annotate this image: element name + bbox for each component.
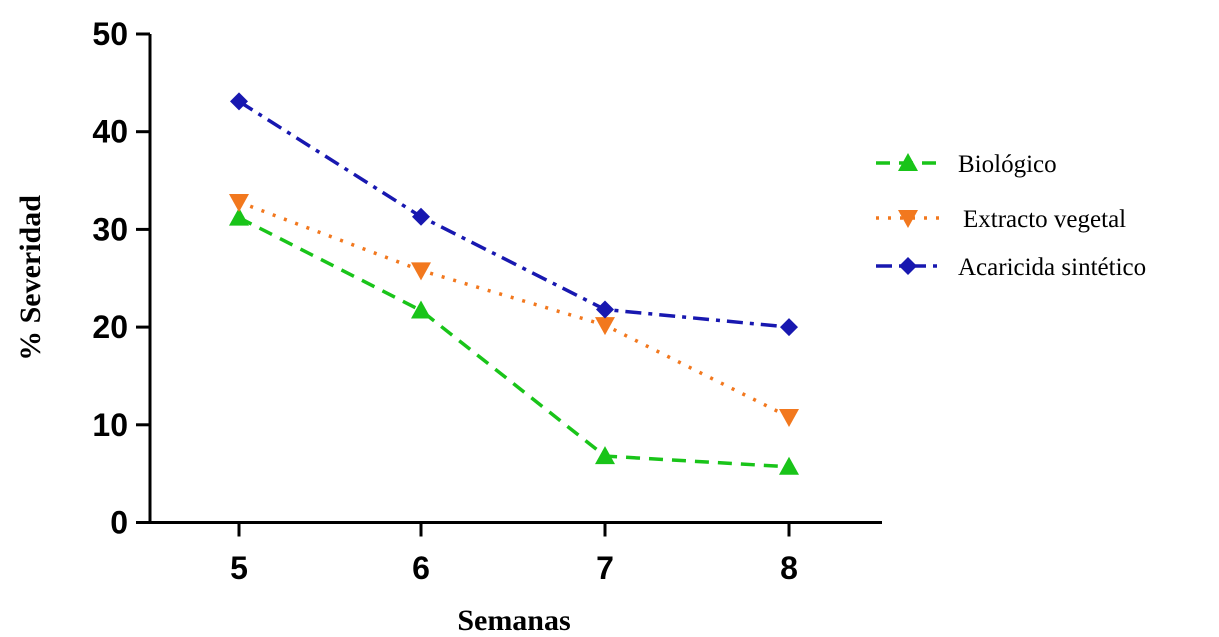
y-tick-label: 50 [92, 16, 128, 52]
data-point [595, 317, 615, 336]
series-1 [229, 194, 799, 427]
legend: Biológico Extracto vegetal Acaricida sinté… [876, 151, 1146, 281]
x-tick-label: 5 [230, 550, 248, 586]
data-point [779, 408, 799, 427]
legend-item: Acaricida sintético [876, 254, 1146, 281]
x-axis-title: Semanas [457, 604, 570, 637]
x-tick-label: 6 [412, 550, 430, 586]
data-point [230, 92, 248, 111]
legend-label: Extracto vegetal [963, 206, 1126, 233]
data-point [779, 456, 799, 475]
legend-label: Acaricida sintético [958, 254, 1146, 281]
series-2 [230, 92, 798, 337]
legend-item: Extracto vegetal [876, 206, 1126, 233]
data-point [229, 207, 249, 226]
y-tick-label: 20 [92, 309, 128, 345]
y-tick-label: 30 [92, 211, 128, 247]
data-point [411, 262, 431, 281]
data-point [229, 194, 249, 213]
y-tick-label: 0 [110, 505, 128, 541]
data-point [596, 300, 614, 319]
legend-marker [898, 153, 918, 171]
series-line [238, 99, 790, 329]
y-tick-label: 40 [92, 114, 128, 150]
series-0 [229, 207, 799, 475]
y-axis-title: % Severidad [14, 195, 47, 361]
y-axis-ticks: 0 10 20 30 40 50 [92, 16, 150, 541]
data-point [412, 207, 430, 226]
series-layer [229, 92, 799, 475]
x-tick-label: 7 [596, 550, 614, 586]
x-axis-ticks: 5 6 7 8 [230, 522, 798, 586]
data-point [411, 300, 431, 319]
data-point [595, 446, 615, 465]
y-tick-label: 10 [92, 407, 128, 443]
series-line [238, 216, 790, 469]
series-line [238, 200, 790, 419]
data-point [780, 318, 798, 337]
legend-item: Biológico [876, 151, 1057, 178]
legend-marker [899, 257, 917, 275]
x-tick-label: 8 [780, 550, 798, 586]
legend-marker [898, 210, 918, 228]
legend-label: Biológico [958, 151, 1057, 178]
